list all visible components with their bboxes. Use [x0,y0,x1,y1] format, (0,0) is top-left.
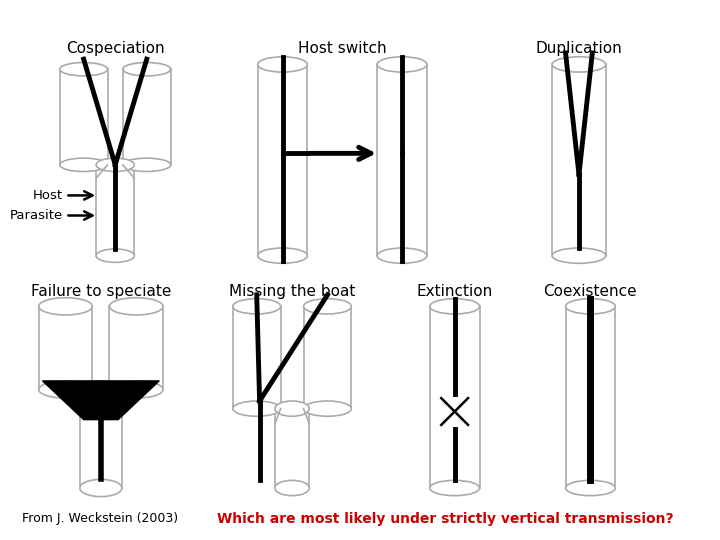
Polygon shape [42,381,159,420]
Ellipse shape [96,249,135,262]
Ellipse shape [123,63,171,76]
Ellipse shape [430,481,480,496]
Polygon shape [258,64,307,255]
Polygon shape [96,165,135,255]
Ellipse shape [377,248,427,264]
Text: From J. Weckstein (2003): From J. Weckstein (2003) [22,512,179,525]
Polygon shape [275,409,310,488]
Ellipse shape [109,381,163,398]
Ellipse shape [275,481,310,496]
Polygon shape [233,306,281,409]
Polygon shape [552,64,606,255]
Polygon shape [60,69,107,165]
Polygon shape [566,306,616,488]
Text: Host: Host [32,189,63,202]
Text: Which are most likely under strictly vertical transmission?: Which are most likely under strictly ver… [217,511,673,525]
Ellipse shape [233,401,281,416]
Polygon shape [39,306,92,389]
Polygon shape [377,64,427,255]
Ellipse shape [275,401,310,416]
Polygon shape [80,389,122,488]
Polygon shape [109,306,163,389]
Ellipse shape [304,299,351,314]
Text: Cospeciation: Cospeciation [66,40,165,56]
Ellipse shape [258,248,307,264]
Ellipse shape [60,158,107,172]
Polygon shape [304,306,351,409]
Text: Missing the boat: Missing the boat [229,284,355,299]
Text: Coexistence: Coexistence [544,284,637,299]
Ellipse shape [96,158,135,172]
Ellipse shape [80,480,122,497]
Ellipse shape [566,299,616,314]
Polygon shape [123,69,171,165]
Ellipse shape [258,57,307,72]
Text: Extinction: Extinction [417,284,492,299]
Text: Host switch: Host switch [297,40,386,56]
Ellipse shape [377,57,427,72]
Ellipse shape [109,298,163,315]
Ellipse shape [123,158,171,172]
Ellipse shape [60,63,107,76]
Ellipse shape [552,248,606,264]
Ellipse shape [39,381,92,398]
Text: Parasite: Parasite [9,209,63,222]
Text: Failure to speciate: Failure to speciate [31,284,171,299]
Text: Duplication: Duplication [536,40,622,56]
Ellipse shape [552,57,606,72]
Ellipse shape [430,299,480,314]
Ellipse shape [80,381,122,398]
Ellipse shape [39,298,92,315]
Ellipse shape [233,299,281,314]
Polygon shape [430,306,480,488]
Ellipse shape [566,481,616,496]
Ellipse shape [304,401,351,416]
